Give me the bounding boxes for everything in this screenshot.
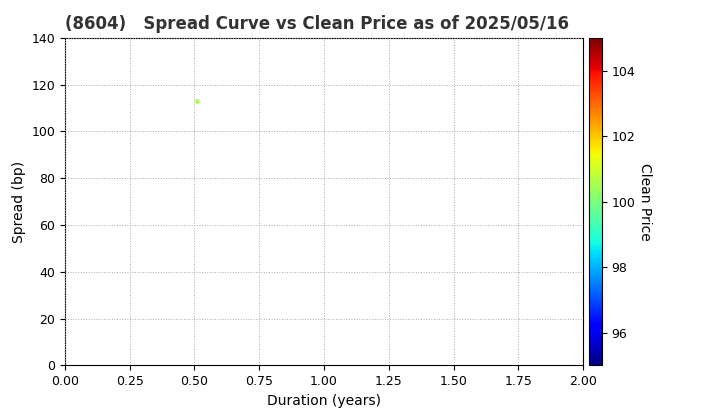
Point [192, 97, 203, 104]
Y-axis label: Spread (bp): Spread (bp) [12, 160, 26, 243]
Y-axis label: Clean Price: Clean Price [638, 163, 652, 241]
X-axis label: Duration (years): Duration (years) [267, 394, 381, 408]
Text: (8604)   Spread Curve vs Clean Price as of 2025/05/16: (8604) Spread Curve vs Clean Price as of… [65, 16, 569, 34]
